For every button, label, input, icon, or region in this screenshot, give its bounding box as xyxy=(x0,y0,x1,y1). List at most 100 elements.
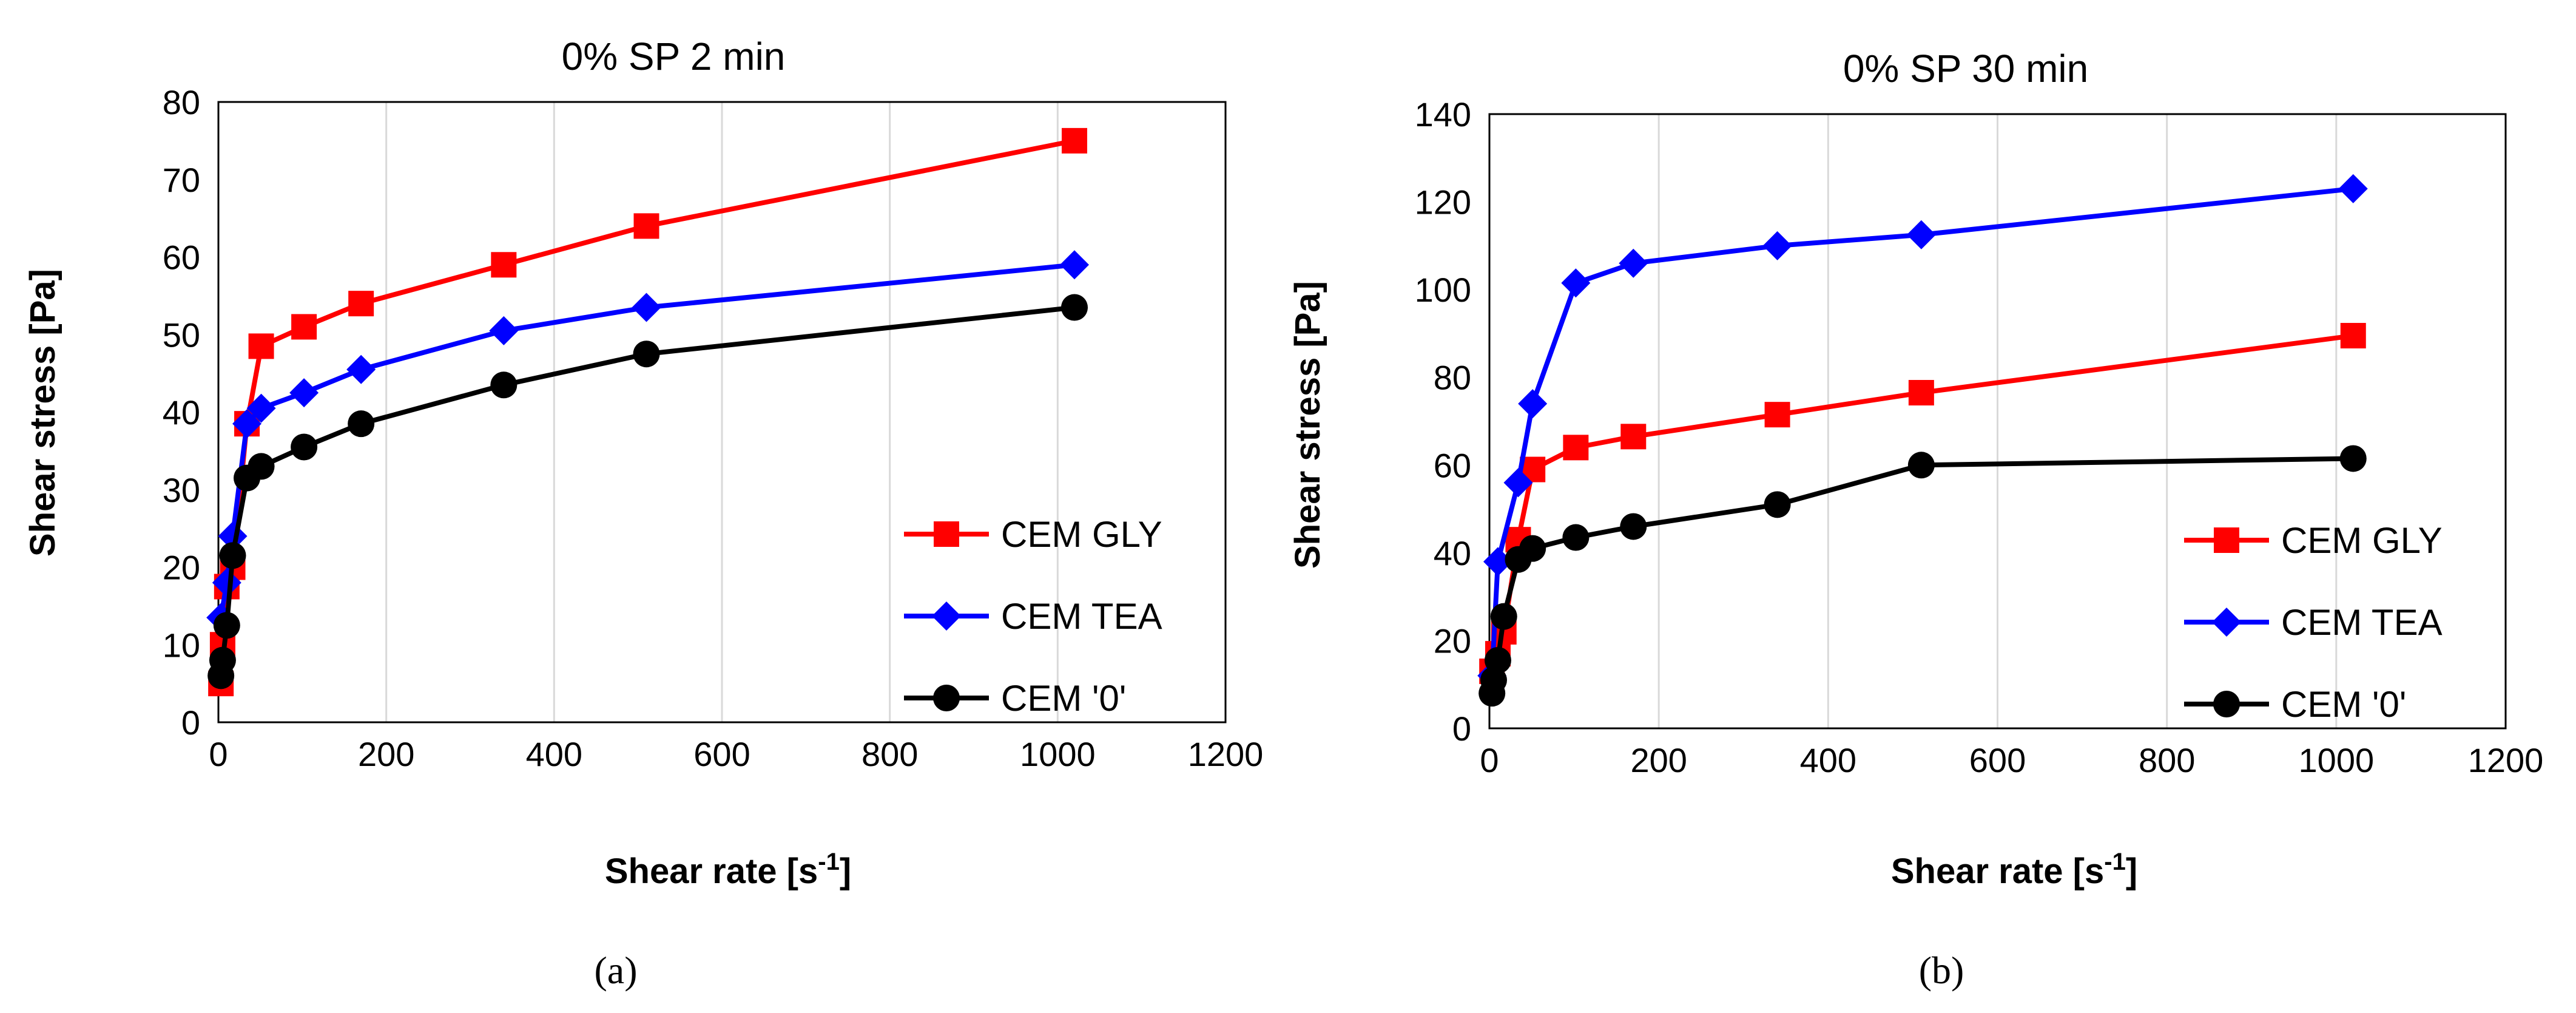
legend-marker-1 xyxy=(932,601,961,631)
data-point-2-5 xyxy=(1519,535,1546,562)
y-tick-label-1: 20 xyxy=(1434,622,1471,660)
x-tick-label-3: 600 xyxy=(693,735,750,773)
data-point-0-6 xyxy=(1620,424,1647,450)
data-point-2-2 xyxy=(1484,646,1511,674)
data-point-0-10 xyxy=(1062,127,1087,154)
chart-a: 0 200 400 600 800 1000 1200 0 10 20 30 40 50 60 70 80 0%… xyxy=(23,35,1263,891)
y-tick-label-8: 80 xyxy=(163,83,200,121)
y-tick-label-6: 60 xyxy=(163,239,200,277)
chart-b: 0 200 400 600 800 1000 1200 0 20 40 60 80 100 120 140 0… xyxy=(1288,47,2543,891)
chart-title: 0% SP 2 min xyxy=(562,35,786,78)
chart-title: 0% SP 30 min xyxy=(1843,47,2088,90)
legend-marker-0 xyxy=(2214,527,2239,553)
x-tick-label-0: 0 xyxy=(209,735,228,773)
y-tick-label-0: 0 xyxy=(1452,710,1471,748)
data-point-2-8 xyxy=(490,371,518,399)
data-point-2-9 xyxy=(633,340,660,368)
x-tick-label-3: 600 xyxy=(1969,741,2026,779)
data-point-1-3 xyxy=(1518,389,1548,419)
y-tick-label-0: 0 xyxy=(181,703,200,742)
data-point-0-8 xyxy=(1908,380,1934,406)
y-tick-label-4: 80 xyxy=(1434,359,1471,397)
series-line-2 xyxy=(1489,456,2353,694)
y-axis-label: Shear stress [Pa] xyxy=(23,269,62,557)
x-tick-label-6: 1200 xyxy=(1188,735,1264,773)
x-tick-label-6: 1200 xyxy=(2468,741,2544,779)
x-tick-label-2: 400 xyxy=(526,735,582,773)
data-point-2-7 xyxy=(348,410,375,438)
legend-marker-0 xyxy=(934,521,959,547)
data-point-1-5 xyxy=(1619,248,1648,278)
legend-label-2: CEM '0' xyxy=(2281,684,2406,725)
legend-label-2: CEM '0' xyxy=(1001,678,1126,719)
y-tick-label-2: 40 xyxy=(1434,534,1471,572)
data-point-1-1 xyxy=(212,568,241,598)
data-point-1-4 xyxy=(1561,268,1591,298)
legend-label-1: CEM TEA xyxy=(1001,596,1162,637)
data-point-0-7 xyxy=(1764,402,1790,428)
legend-marker-1 xyxy=(2212,608,2241,637)
y-tick-label-2: 20 xyxy=(163,549,200,587)
y-tick-label-7: 70 xyxy=(163,161,200,199)
data-point-0-5 xyxy=(1563,435,1589,461)
plot-area xyxy=(1488,113,2507,730)
data-point-1-4 xyxy=(246,393,276,423)
y-axis-label: Shear stress [Pa] xyxy=(1288,281,1327,569)
y-tick-label-4: 40 xyxy=(163,393,200,432)
data-point-2-8 xyxy=(1764,491,1791,518)
data-point-1-1 xyxy=(1483,547,1512,577)
x-axis-label: Shear rate [s-1] xyxy=(605,849,851,891)
caption-a: (a) xyxy=(594,949,637,992)
plot-area xyxy=(217,101,1227,723)
data-point-0-9 xyxy=(633,213,659,239)
caption-b: (b) xyxy=(1919,949,1964,992)
x-tick-label-1: 200 xyxy=(1630,741,1687,779)
x-tick-label-4: 800 xyxy=(2139,741,2195,779)
data-point-2-5 xyxy=(248,453,275,480)
data-point-0-5 xyxy=(248,333,274,359)
data-point-0-8 xyxy=(491,252,517,278)
x-axis-label: Shear rate [s-1] xyxy=(1891,849,2137,891)
data-point-1-5 xyxy=(289,378,319,408)
y-tick-label-3: 60 xyxy=(1434,446,1471,484)
data-point-1-6 xyxy=(1762,231,1792,260)
legend-marker-2 xyxy=(933,685,960,711)
data-point-2-6 xyxy=(1562,524,1590,551)
y-tick-label-7: 140 xyxy=(1415,95,1471,134)
data-point-0-6 xyxy=(291,314,317,340)
data-point-1-9 xyxy=(1060,250,1089,280)
data-point-1-8 xyxy=(632,293,661,322)
data-point-2-3 xyxy=(1490,603,1517,630)
x-tick-label-5: 1000 xyxy=(1020,735,1096,773)
legend-marker-2 xyxy=(2213,691,2240,717)
y-tick-label-1: 10 xyxy=(163,626,200,664)
legend-label-1: CEM TEA xyxy=(2281,602,2443,643)
x-tick-label-5: 1000 xyxy=(2299,741,2375,779)
data-point-1-6 xyxy=(346,354,376,384)
data-point-2-10 xyxy=(1061,294,1088,321)
data-point-1-7 xyxy=(1906,220,1936,249)
data-point-1-3 xyxy=(232,409,262,439)
data-point-2-1 xyxy=(209,646,236,674)
y-tick-label-3: 30 xyxy=(163,471,200,509)
data-point-2-2 xyxy=(213,612,240,639)
y-tick-label-6: 120 xyxy=(1415,183,1471,222)
y-tick-label-5: 100 xyxy=(1415,271,1471,309)
data-point-1-7 xyxy=(489,316,519,345)
data-point-1-8 xyxy=(2338,174,2368,203)
data-point-2-9 xyxy=(1907,452,1935,479)
y-tick-label-5: 50 xyxy=(163,316,200,354)
data-point-0-7 xyxy=(348,291,374,317)
x-tick-label-1: 200 xyxy=(358,735,414,773)
data-point-0-9 xyxy=(2340,323,2366,349)
legend-label-0: CEM GLY xyxy=(2281,520,2443,561)
x-tick-label-0: 0 xyxy=(1480,741,1499,779)
data-point-2-3 xyxy=(219,542,246,569)
data-point-2-7 xyxy=(1620,513,1647,540)
data-point-2-6 xyxy=(291,433,318,461)
data-point-1-2 xyxy=(1503,468,1533,498)
legend-label-0: CEM GLY xyxy=(1001,514,1162,555)
x-tick-label-2: 400 xyxy=(1800,741,1856,779)
x-tick-label-4: 800 xyxy=(861,735,918,773)
